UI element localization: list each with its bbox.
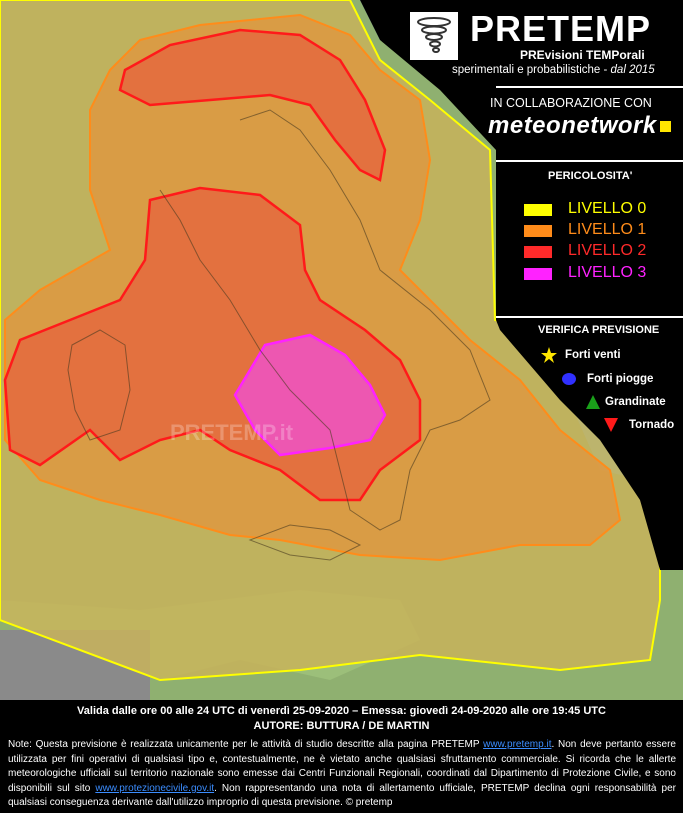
brand-tagline: sperimentali e probabilistiche - dal 201…: [452, 64, 655, 76]
footer: Valida dalle ore 00 alle 24 UTC di vener…: [0, 700, 683, 813]
brand-subtitle: PREvisioni TEMPorali: [520, 48, 645, 62]
divider: [496, 160, 683, 162]
circle-icon: [562, 373, 576, 385]
collab-label: IN COLLABORAZIONE CON: [490, 96, 652, 110]
sicily-coastline: [248, 524, 362, 561]
star-icon: [541, 347, 557, 363]
tornado-logo: [410, 12, 458, 60]
triangle-down-icon: [604, 418, 618, 432]
italy-coastline: [159, 109, 491, 531]
watermark-text: PRETEMP.it: [170, 420, 294, 445]
authors-text: AUTORE: BUTTURA / DE MARTIN: [253, 720, 430, 732]
legend-level-0: LIVELLO 0: [524, 200, 654, 220]
legend-level-1: LIVELLO 1: [524, 221, 654, 241]
level3-area: [233, 333, 387, 457]
panel-shape: [360, 0, 683, 570]
divider: [496, 316, 683, 318]
legend-level-3: LIVELLO 3: [524, 264, 654, 284]
divider: [496, 86, 683, 88]
pretemp-link[interactable]: www.pretemp.it: [483, 739, 552, 750]
triangle-up-icon: [586, 395, 600, 409]
level2-north-area: [118, 28, 387, 182]
disclaimer-note: Note: Questa previsione è realizzata uni…: [8, 739, 676, 809]
brand-title: PRETEMP: [470, 8, 652, 49]
verifica-title: VERIFICA PREVISIONE: [538, 324, 660, 336]
sardinia-coastline: [67, 329, 131, 441]
legend-title: PERICOLOSITA': [548, 170, 633, 182]
legend-level-2: LIVELLO 2: [524, 242, 654, 262]
tornado-icon: [417, 17, 451, 53]
partner-logo: meteonetwork: [488, 112, 671, 140]
protezione-civile-link[interactable]: www.protezionecivile.gov.it: [95, 782, 215, 794]
validity-text: Valida dalle ore 00 alle 24 UTC di vener…: [77, 705, 606, 717]
panel-background: [360, 0, 683, 570]
